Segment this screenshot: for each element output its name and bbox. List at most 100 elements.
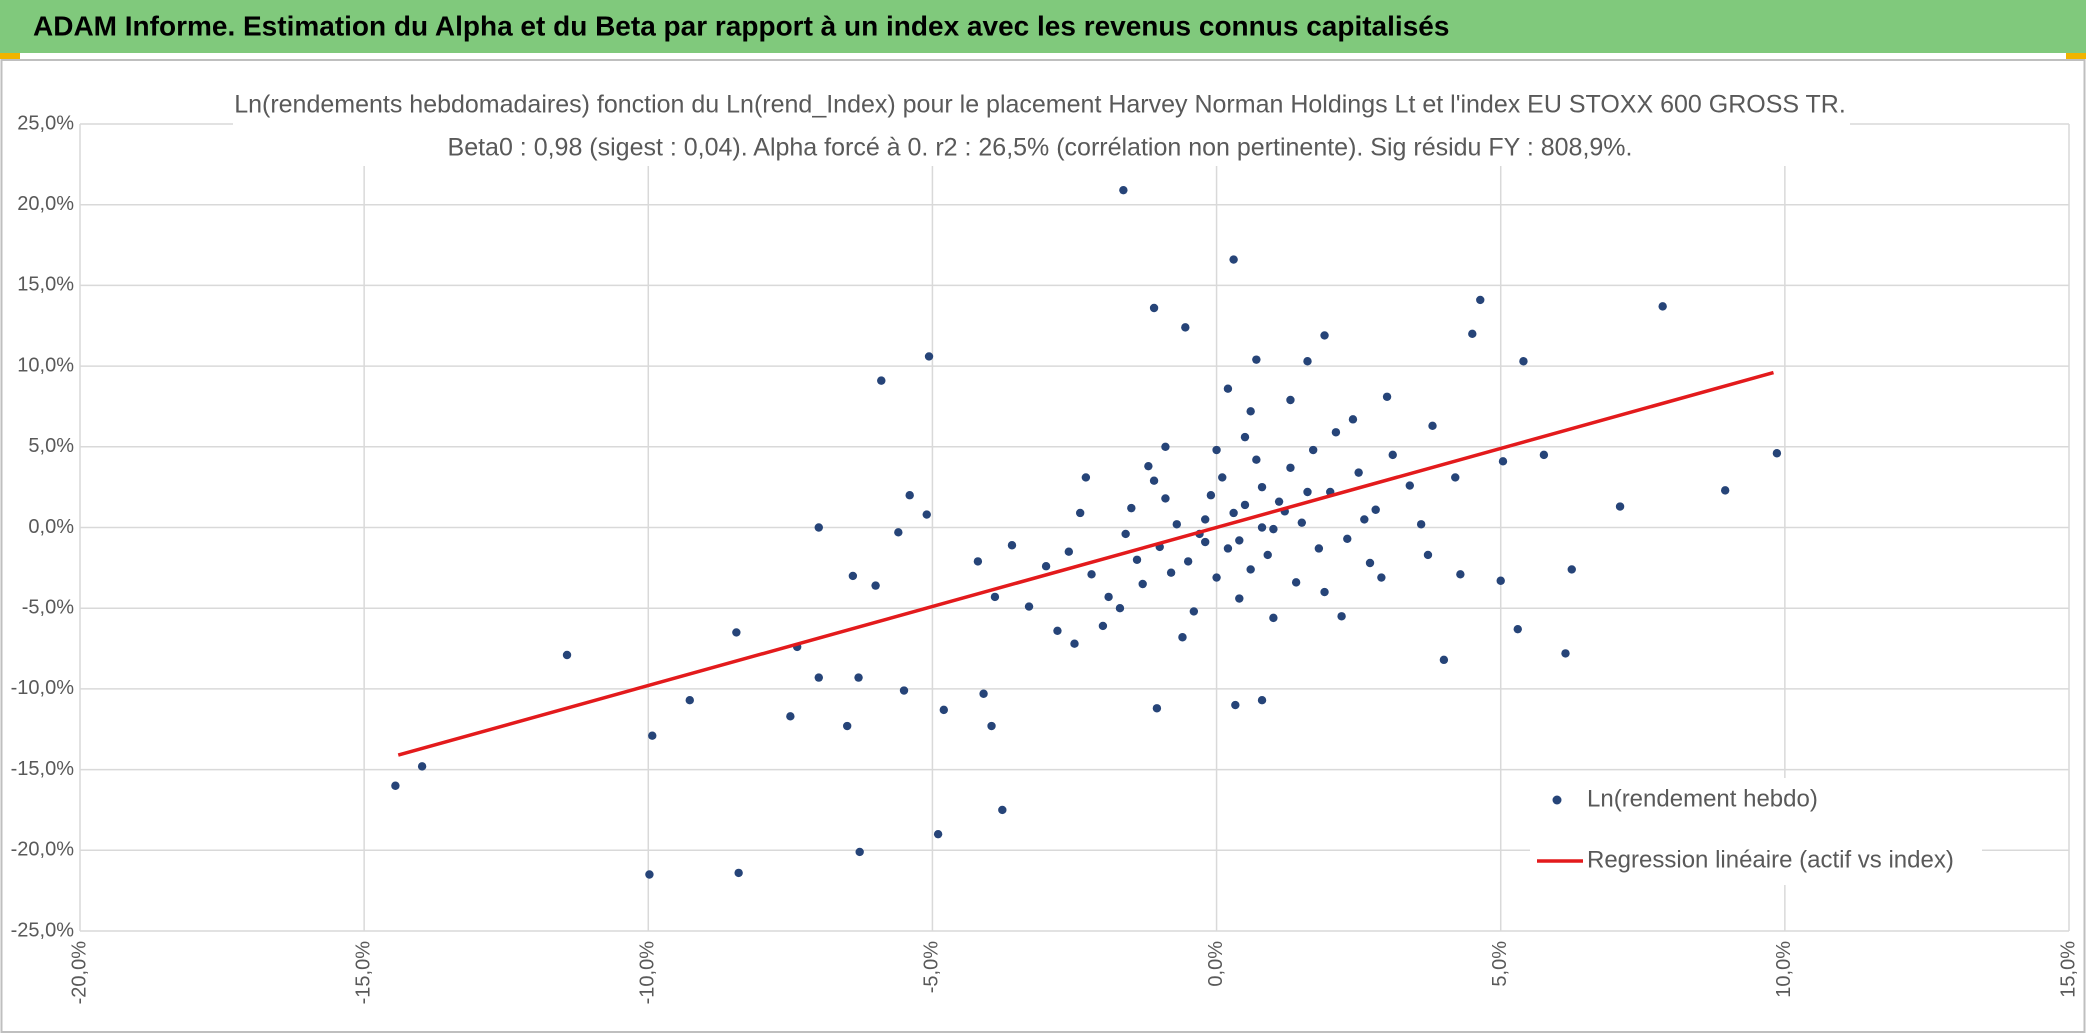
y-tick-label: 15,0% xyxy=(17,274,74,296)
scatter-point xyxy=(1161,494,1170,503)
scatter-point xyxy=(1320,587,1329,597)
chart-frame xyxy=(0,59,2086,1033)
scatter-point xyxy=(1343,534,1352,543)
scatter-point xyxy=(1115,604,1125,613)
scatter-point xyxy=(1456,570,1465,579)
scatter-point xyxy=(848,571,858,581)
scatter-point xyxy=(562,650,572,660)
scatter-point xyxy=(1127,503,1136,513)
scatter-point xyxy=(1218,473,1227,482)
x-tick-label: -20,0% xyxy=(68,941,90,1005)
scatter-point xyxy=(645,870,654,879)
scatter-point xyxy=(877,376,886,385)
scatter-point xyxy=(1229,508,1238,518)
scatter-point xyxy=(842,721,852,731)
scatter-point xyxy=(1252,455,1261,464)
scatter-point xyxy=(1269,524,1278,534)
scatter-point xyxy=(1658,302,1667,311)
scatter-point xyxy=(990,592,1000,602)
x-tick-label: -10,0% xyxy=(637,941,659,1005)
scatter-point xyxy=(1252,355,1261,364)
corner-mark xyxy=(2066,53,2086,59)
scatter-point xyxy=(1064,547,1074,556)
scatter-point xyxy=(1539,450,1549,460)
corner-mark xyxy=(0,53,20,59)
scatter-point xyxy=(1121,529,1130,539)
scatter-point xyxy=(1476,295,1485,305)
scatter-point xyxy=(1337,612,1346,621)
scatter-point xyxy=(1144,461,1153,471)
scatter-point xyxy=(1498,457,1508,466)
scatter-point xyxy=(1428,421,1437,431)
scatter-point xyxy=(1382,392,1392,401)
scatter-point xyxy=(1235,594,1244,603)
chart-title: Ln(rendements hebdomadaires) fonction du… xyxy=(234,91,1846,119)
scatter-point xyxy=(1286,463,1295,472)
scatter-point xyxy=(1274,497,1284,506)
scatter-point xyxy=(734,868,743,878)
x-tick-label: 15,0% xyxy=(2057,941,2079,998)
scatter-point xyxy=(1240,500,1250,510)
scatter-point xyxy=(1119,185,1128,195)
scatter-point xyxy=(1201,515,1210,524)
scatter-point xyxy=(1041,562,1051,571)
scatter-point xyxy=(1365,558,1375,568)
scatter-point xyxy=(987,721,996,731)
scatter-point xyxy=(1308,445,1318,455)
x-tick-label: 0,0% xyxy=(1205,941,1227,987)
scatter-point xyxy=(1772,449,1782,458)
scatter-point xyxy=(1331,428,1341,437)
scatter-point xyxy=(1172,520,1181,529)
scatter-point xyxy=(1388,450,1397,460)
scatter-point xyxy=(1297,518,1307,527)
scatter-point xyxy=(1149,476,1159,485)
scatter-point xyxy=(1451,473,1460,482)
scatter-point xyxy=(1007,541,1017,550)
scatter-point xyxy=(1405,481,1414,490)
chart-subtitle: Beta0 : 0,98 (sigest : 0,04). Alpha forc… xyxy=(448,134,1633,162)
scatter-point xyxy=(1212,445,1221,455)
scatter-point xyxy=(1223,544,1233,553)
scatter-point xyxy=(894,528,903,537)
scatter-point xyxy=(1081,473,1091,482)
scatter-point xyxy=(1303,487,1312,497)
legend-swatch xyxy=(1552,795,1562,805)
header-bar xyxy=(0,0,2086,53)
scatter-point xyxy=(1377,573,1386,582)
x-tick-label: 10,0% xyxy=(1773,941,1795,998)
scatter-point xyxy=(1269,613,1278,623)
y-tick-label: -25,0% xyxy=(11,919,75,941)
scatter-point xyxy=(1166,568,1176,577)
scatter-point xyxy=(814,673,823,682)
scatter-point xyxy=(939,705,948,715)
scatter-point xyxy=(1223,384,1233,393)
scatter-point xyxy=(1314,544,1324,553)
legend: Ln(rendement hebdo) Regression linéaire (… xyxy=(1530,778,1982,885)
x-tick-label: -5,0% xyxy=(921,941,943,993)
scatter-point xyxy=(1206,491,1216,500)
y-tick-label: -20,0% xyxy=(11,839,75,861)
y-tick-label: -5,0% xyxy=(22,596,74,618)
scatter-point xyxy=(1024,602,1034,611)
scatter-point xyxy=(924,352,934,361)
scatter-point xyxy=(998,805,1007,815)
scatter-point xyxy=(391,781,400,790)
scatter-point xyxy=(1561,649,1570,658)
scatter-point xyxy=(1348,415,1358,424)
y-tick-label: 0,0% xyxy=(28,516,74,538)
scatter-point xyxy=(899,686,909,695)
scatter-point xyxy=(1257,523,1267,532)
scatter-point xyxy=(979,689,988,698)
y-tick-label: 5,0% xyxy=(28,435,74,457)
scatter-point xyxy=(1152,704,1162,713)
scatter-point xyxy=(1291,578,1301,587)
legend-box xyxy=(1530,778,1982,885)
scatter-point xyxy=(1360,515,1369,524)
legend-label: Ln(rendement hebdo) xyxy=(1587,785,1818,812)
scatter-point xyxy=(1286,395,1295,405)
scatter-point xyxy=(1231,700,1240,710)
y-tick-label: -15,0% xyxy=(11,758,75,780)
scatter-point xyxy=(1240,432,1250,442)
